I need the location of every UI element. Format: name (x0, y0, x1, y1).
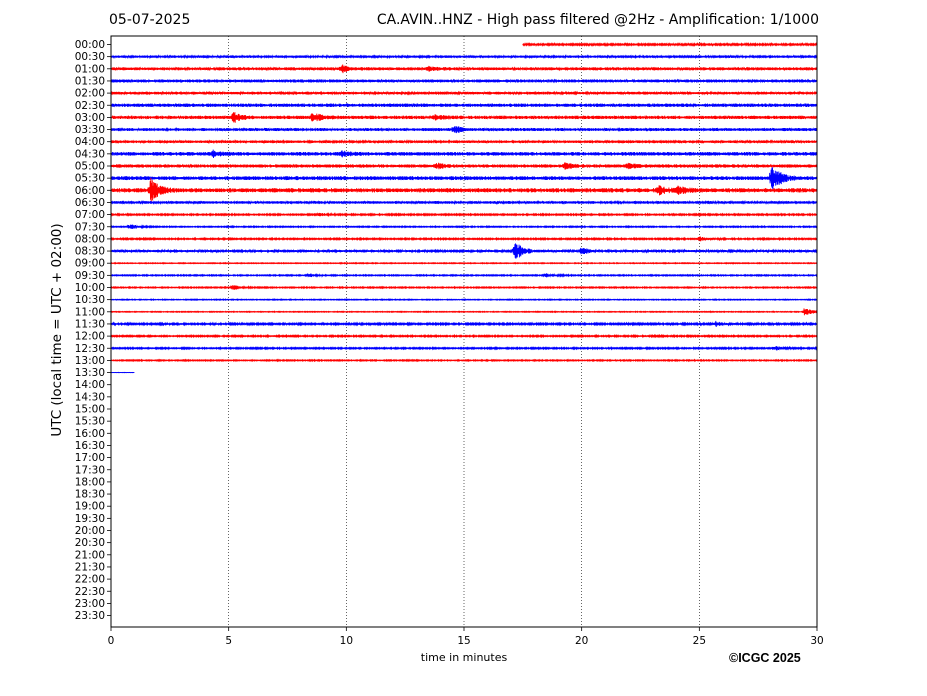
y-tick-label: 17:30 (75, 464, 105, 476)
chart-title: CA.AVIN..HNZ - High pass filtered @2Hz -… (376, 12, 819, 28)
y-tick-label: 19:00 (75, 501, 105, 513)
y-tick-label: 22:30 (75, 586, 105, 598)
y-tick-label: 03:00 (75, 112, 105, 124)
y-tick-label: 02:30 (75, 100, 105, 112)
trace-0900 (110, 261, 818, 265)
copyright-credit: ©ICGC 2025 (729, 651, 801, 665)
trace-0730 (110, 224, 818, 230)
trace-1030 (110, 297, 818, 302)
y-tick-label: 02:00 (75, 88, 105, 100)
y-tick-label: 21:00 (75, 549, 105, 561)
y-tick-label: 13:30 (75, 367, 105, 379)
trace-0130 (110, 78, 818, 84)
y-tick-label: 03:30 (75, 124, 105, 136)
y-tick-label: 19:30 (75, 513, 105, 525)
y-tick-label: 20:00 (75, 525, 105, 537)
y-tick-label: 08:00 (75, 233, 105, 245)
trace-0100 (110, 64, 818, 74)
trace-0700 (110, 212, 818, 218)
x-tick-label: 15 (457, 635, 470, 647)
trace-0600 (110, 177, 818, 203)
trace-0930 (110, 272, 818, 278)
y-tick-label: 08:30 (75, 246, 105, 258)
x-tick-label: 0 (108, 635, 115, 647)
y-tick-label: 12:30 (75, 343, 105, 355)
y-tick-label: 18:30 (75, 489, 105, 501)
y-tick-label: 15:00 (75, 404, 105, 416)
x-tick-label: 30 (810, 635, 823, 647)
plot-frame (110, 35, 818, 628)
y-tick-label: 00:00 (75, 39, 105, 51)
trace-0830 (110, 243, 818, 259)
y-tick-label: 00:30 (75, 51, 105, 63)
trace-0530 (110, 167, 818, 190)
y-tick-label: 22:00 (75, 574, 105, 586)
trace-1230 (110, 345, 818, 351)
y-tick-label: 23:00 (75, 598, 105, 610)
trace-1300 (110, 358, 818, 363)
y-tick-label: 21:30 (75, 561, 105, 573)
trace-0400 (110, 139, 818, 145)
y-tick-label: 16:30 (75, 440, 105, 452)
y-tick-label: 10:00 (75, 282, 105, 294)
y-tick-label: 10:30 (75, 294, 105, 306)
y-tick-label: 20:30 (75, 537, 105, 549)
trace-0230 (110, 102, 818, 108)
y-tick-label: 12:00 (75, 331, 105, 343)
trace-1130 (110, 320, 818, 328)
trace-1200 (110, 333, 818, 339)
y-tick-label: 05:30 (75, 173, 105, 185)
trace-0800 (110, 236, 818, 242)
trace-0630 (110, 199, 818, 205)
x-tick-label: 5 (225, 635, 232, 647)
y-tick-label: 01:00 (75, 63, 105, 75)
y-tick-label: 09:00 (75, 258, 105, 270)
trace-1100 (110, 308, 818, 316)
y-tick-label: 18:00 (75, 476, 105, 488)
x-tick-label: 10 (340, 635, 353, 647)
y-tick-label: 14:00 (75, 379, 105, 391)
y-tick-label: 05:00 (75, 161, 105, 173)
x-tick-label: 20 (575, 635, 588, 647)
trace-0500 (110, 162, 818, 170)
y-tick-label: 13:00 (75, 355, 105, 367)
trace-0430 (110, 149, 818, 159)
y-tick-label: 09:30 (75, 270, 105, 282)
trace-0330 (110, 125, 818, 134)
trace-0200 (110, 90, 818, 96)
chart-date: 05-07-2025 (109, 12, 191, 28)
x-axis-label: time in minutes (420, 651, 508, 664)
y-tick-label: 15:30 (75, 416, 105, 428)
y-tick-label: 17:00 (75, 452, 105, 464)
y-tick-label: 07:30 (75, 221, 105, 233)
y-tick-label: 16:00 (75, 428, 105, 440)
y-tick-label: 07:00 (75, 209, 105, 221)
y-tick-label: 14:30 (75, 391, 105, 403)
trace-1000 (110, 285, 818, 290)
trace-0300 (110, 112, 818, 123)
y-tick-label: 06:30 (75, 197, 105, 209)
y-tick-label: 23:30 (75, 610, 105, 622)
y-tick-label: 01:30 (75, 75, 105, 87)
trace-0000 (522, 42, 818, 47)
x-tick-label: 25 (693, 635, 706, 647)
y-tick-label: 11:00 (75, 306, 105, 318)
y-tick-label: 04:30 (75, 148, 105, 160)
y-tick-label: 04:00 (75, 136, 105, 148)
y-tick-label: 11:30 (75, 318, 105, 330)
y-tick-label: 06:00 (75, 185, 105, 197)
trace-0030 (110, 54, 818, 60)
